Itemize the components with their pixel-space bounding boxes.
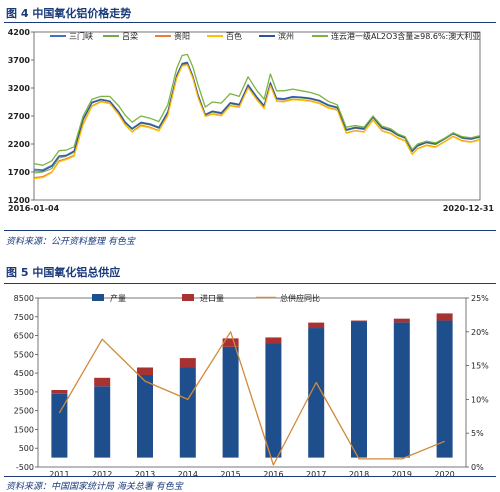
bar-import — [137, 367, 153, 375]
bar-production — [94, 386, 111, 458]
figure1-title: 图 4 中国氧化铝价格走势 — [6, 7, 132, 20]
y2-tick-label: 0% — [471, 463, 484, 472]
bar-import — [351, 320, 367, 322]
plot-frame — [37, 297, 467, 468]
bar-production — [179, 367, 196, 458]
bar-import — [179, 358, 196, 368]
legend-label: 百色 — [226, 31, 242, 41]
figure2-source: 资料来源：中国国家统计局 海关总署 有色宝 — [6, 482, 183, 492]
y-tick-label: 1700 — [8, 168, 31, 177]
y-tick-label: 6500 — [14, 332, 34, 341]
x-tick-label-start: 2016-01-04 — [8, 204, 60, 213]
bar-import — [51, 390, 68, 394]
x-tick-label: 2018 — [349, 470, 369, 476]
bar-production — [308, 328, 325, 458]
y-tick-label: 2700 — [8, 112, 31, 121]
legend-item-0: 产量 — [92, 293, 126, 303]
legend-swatch — [92, 294, 104, 301]
figure2-top-rule — [4, 283, 496, 284]
bar-import — [436, 313, 453, 321]
series-line-5 — [33, 53, 481, 166]
y-tick-label: 2500 — [14, 407, 34, 416]
figure2-title: 图 5 中国氧化铝总供应 — [6, 266, 121, 279]
y-tick-label: 500 — [19, 444, 34, 453]
price-trend-chart: 1200 1700 2200 2700 3200 3700 4200 2016-01-04 20… — [8, 28, 495, 213]
legend-item-0: 三门峡 — [50, 31, 93, 41]
legend-item-2: 总供应同比 — [256, 293, 320, 303]
y-tick-label: 4200 — [8, 28, 31, 37]
bar-import — [308, 322, 325, 329]
bar-production — [222, 346, 239, 458]
x-tick-label: 2013 — [135, 470, 155, 476]
y2-tick-label: 20% — [471, 328, 489, 337]
bar-import — [94, 377, 111, 387]
bar-import — [265, 337, 282, 344]
legend-label: 连云港一级AL2O3含量≥98.6%:澳大利亚 — [331, 31, 480, 41]
legend-label: 贵阳 — [174, 31, 190, 41]
bar-production — [351, 321, 367, 458]
plot-frame — [33, 31, 481, 201]
y-tick-label: 3700 — [8, 56, 31, 65]
legend-label: 滨州 — [278, 31, 294, 41]
legend-item-1: 进口量 — [182, 294, 224, 303]
legend-label: 产量 — [110, 293, 126, 303]
legend-item-4: 滨州 — [259, 31, 294, 41]
legend-label: 三门峡 — [69, 31, 93, 41]
y-tick-label: 7500 — [14, 313, 34, 322]
bar-production — [265, 343, 282, 458]
figure2-bottom-rule — [4, 476, 496, 477]
y-tick-label: 3500 — [14, 388, 34, 397]
y-tick-label: -500 — [16, 463, 34, 472]
y2-tick-label: 5% — [471, 429, 484, 438]
y-tick-label: 2200 — [8, 140, 31, 149]
y-tick-label: 5500 — [14, 350, 34, 359]
bar-production — [51, 393, 68, 458]
legend-label: 总供应同比 — [280, 293, 320, 303]
y-tick-label: 4500 — [14, 369, 34, 378]
x-tick-label-end: 2020-12-31 — [443, 204, 495, 213]
x-tick-label: 2016 — [263, 470, 283, 476]
legend-item-3: 百色 — [207, 31, 242, 41]
legend-item-1: 吕梁 — [103, 32, 138, 41]
y-tick-label: 8500 — [14, 294, 34, 303]
y-tick-label: 1200 — [8, 196, 31, 205]
legend-label: 吕梁 — [122, 32, 138, 41]
x-tick-label: 2014 — [178, 470, 198, 476]
y2-tick-label: 15% — [471, 362, 489, 371]
x-tick-label: 2015 — [220, 470, 240, 476]
bar-import — [222, 338, 239, 347]
x-tick-label: 2019 — [392, 470, 412, 476]
y-tick-label: 3200 — [8, 84, 31, 93]
supply-chart: -500 500 1500 2500 3500 4500 5500 6500 7500 8500 0… — [14, 293, 490, 476]
bar-production — [393, 322, 410, 458]
legend-swatch — [182, 294, 194, 301]
figure1-source: 资料来源：公开资料整理 有色宝 — [6, 237, 135, 247]
legend-item-5: 连云港一级AL2O3含量≥98.6%:澳大利亚 — [312, 31, 480, 41]
figure1-bottom-rule — [4, 230, 496, 231]
x-tick-label: 2011 — [49, 470, 69, 476]
x-tick-label: 2012 — [92, 470, 112, 476]
bar-production — [137, 374, 153, 458]
legend-item-2: 贵阳 — [155, 31, 190, 41]
figure1-top-rule — [4, 22, 496, 23]
series-line-3 — [33, 64, 481, 180]
y-tick-label: 1500 — [14, 425, 34, 434]
bar-import — [393, 318, 410, 323]
yoy-line — [58, 331, 445, 466]
legend-label: 进口量 — [200, 294, 224, 303]
bar-production — [436, 320, 453, 458]
series-line-1 — [33, 62, 481, 174]
y2-tick-label: 10% — [471, 395, 489, 404]
series-line-2 — [33, 63, 481, 179]
series-line-4 — [34, 62, 481, 172]
x-tick-label: 2017 — [306, 470, 326, 476]
y2-tick-label: 25% — [471, 294, 489, 303]
x-tick-label: 2020 — [434, 470, 454, 476]
